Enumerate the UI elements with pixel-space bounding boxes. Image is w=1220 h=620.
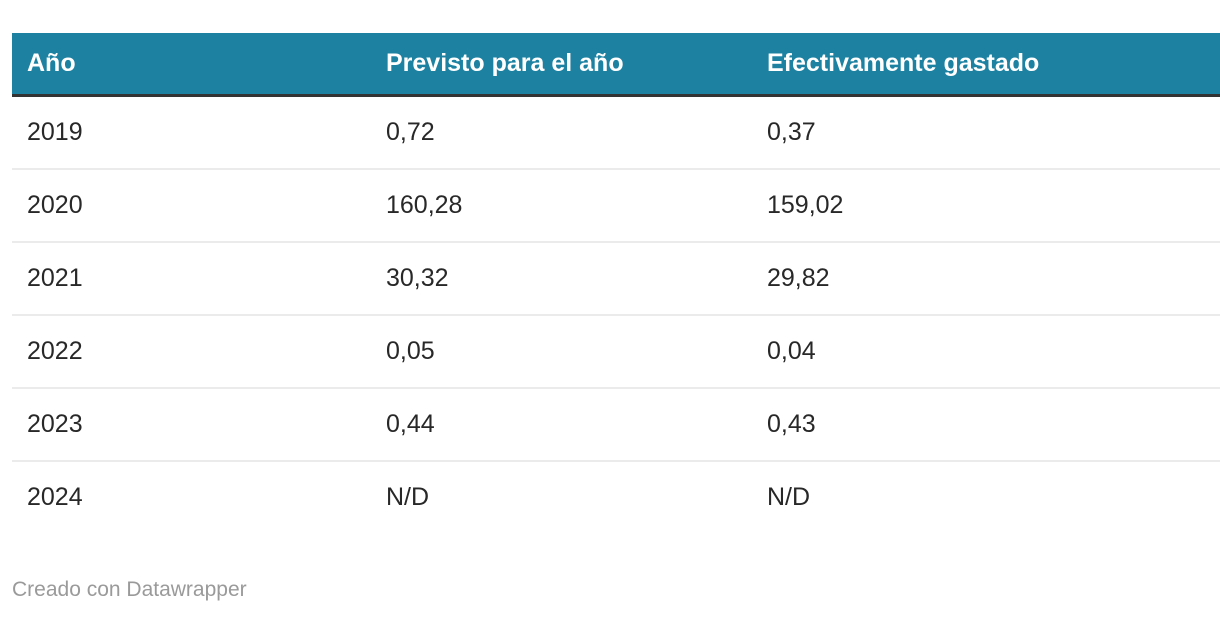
cell-year: 2024	[12, 461, 371, 533]
cell-spent: 0,04	[752, 315, 1220, 389]
cell-year: 2022	[12, 315, 371, 389]
cell-spent: 159,02	[752, 169, 1220, 243]
table-row: 2023 0,44 0,43	[12, 388, 1220, 462]
cell-year: 2021	[12, 242, 371, 316]
column-header-spent: Efectivamente gastado	[752, 33, 1220, 97]
attribution-link[interactable]: Creado con Datawrapper	[12, 578, 247, 601]
cell-year: 2019	[12, 95, 371, 170]
header-row: Año Previsto para el año Efectivamente g…	[12, 33, 1220, 97]
attribution: Creado con Datawrapper	[12, 577, 1208, 602]
table-row: 2021 30,32 29,82	[12, 242, 1220, 316]
cell-spent: 0,43	[752, 388, 1220, 462]
table-row: 2024 N/D N/D	[12, 461, 1220, 533]
table-header: Año Previsto para el año Efectivamente g…	[12, 33, 1220, 97]
data-table: Año Previsto para el año Efectivamente g…	[12, 33, 1220, 533]
cell-year: 2023	[12, 388, 371, 462]
cell-spent: 0,37	[752, 95, 1220, 170]
cell-planned: 0,72	[371, 95, 752, 170]
cell-planned: 160,28	[371, 169, 752, 243]
cell-planned: 30,32	[371, 242, 752, 316]
column-header-year: Año	[12, 33, 371, 97]
table-row: 2019 0,72 0,37	[12, 95, 1220, 170]
cell-year: 2020	[12, 169, 371, 243]
table-row: 2022 0,05 0,04	[12, 315, 1220, 389]
cell-spent: 29,82	[752, 242, 1220, 316]
cell-spent: N/D	[752, 461, 1220, 533]
cell-planned: 0,44	[371, 388, 752, 462]
cell-planned: 0,05	[371, 315, 752, 389]
column-header-planned: Previsto para el año	[371, 33, 752, 97]
table-row: 2020 160,28 159,02	[12, 169, 1220, 243]
cell-planned: N/D	[371, 461, 752, 533]
table-body: 2019 0,72 0,37 2020 160,28 159,02 2021 3…	[12, 95, 1220, 533]
